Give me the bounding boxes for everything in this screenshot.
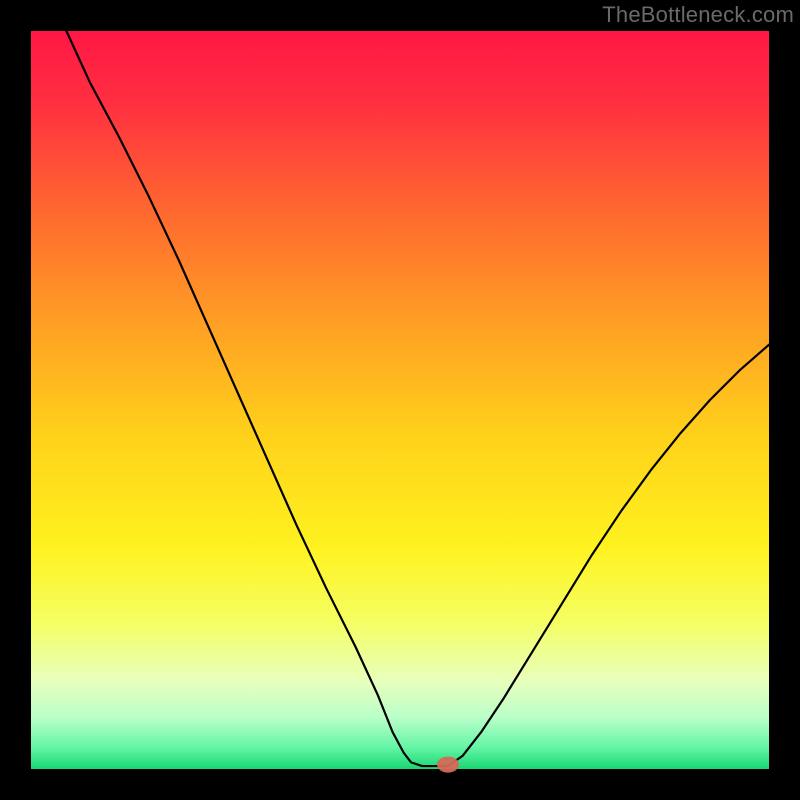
bottleneck-chart [0,0,800,800]
optimal-marker [437,757,459,773]
plot-area [31,31,769,769]
chart-container: { "watermark": { "text": "TheBottleneck.… [0,0,800,800]
watermark-text: TheBottleneck.com [602,2,794,28]
